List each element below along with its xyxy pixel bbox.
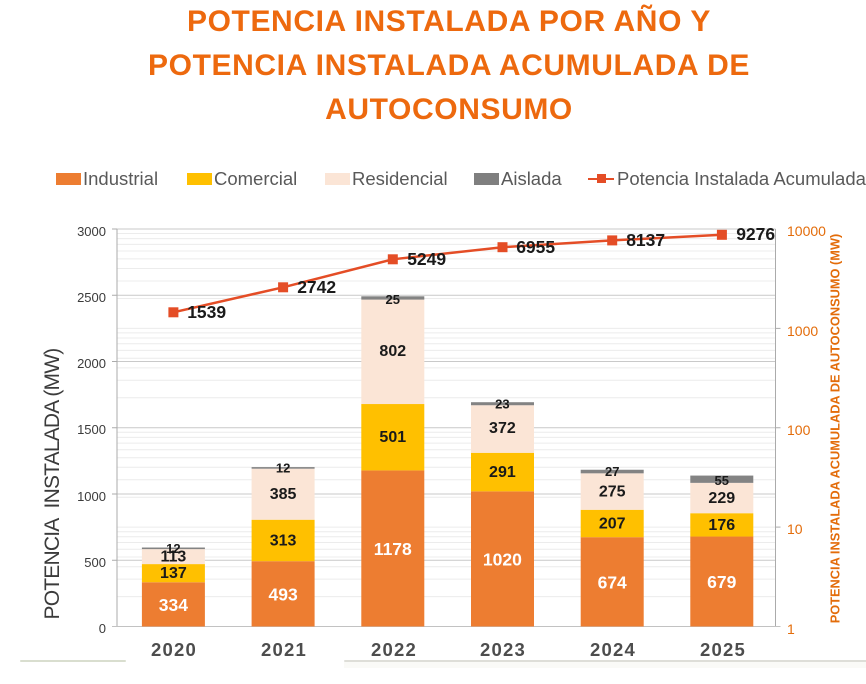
svg-text:207: 207 [599, 516, 626, 533]
svg-text:6955: 6955 [516, 237, 555, 257]
svg-text:5249: 5249 [407, 249, 446, 269]
svg-text:493: 493 [268, 584, 297, 604]
svg-text:55: 55 [715, 473, 729, 488]
svg-text:291: 291 [489, 464, 516, 481]
svg-text:679: 679 [707, 572, 736, 592]
svg-text:229: 229 [708, 490, 735, 507]
svg-text:9276: 9276 [736, 224, 775, 244]
svg-text:372: 372 [489, 420, 516, 437]
svg-text:27: 27 [605, 464, 619, 479]
svg-text:113: 113 [160, 549, 186, 566]
svg-text:385: 385 [270, 486, 297, 503]
svg-text:23: 23 [495, 397, 509, 412]
svg-text:25: 25 [386, 292, 400, 307]
svg-text:1178: 1178 [374, 539, 412, 559]
svg-text:1020: 1020 [483, 549, 522, 569]
svg-text:2742: 2742 [297, 277, 336, 297]
svg-text:802: 802 [379, 343, 406, 360]
svg-text:137: 137 [160, 565, 187, 582]
svg-text:176: 176 [708, 517, 735, 534]
svg-text:12: 12 [276, 461, 290, 476]
svg-text:12: 12 [166, 541, 180, 556]
svg-text:334: 334 [159, 595, 188, 615]
svg-text:275: 275 [599, 484, 626, 501]
svg-text:674: 674 [598, 572, 627, 592]
svg-text:8137: 8137 [626, 230, 665, 250]
svg-text:501: 501 [379, 429, 406, 446]
svg-text:1539: 1539 [187, 302, 226, 322]
svg-text:313: 313 [270, 532, 297, 549]
